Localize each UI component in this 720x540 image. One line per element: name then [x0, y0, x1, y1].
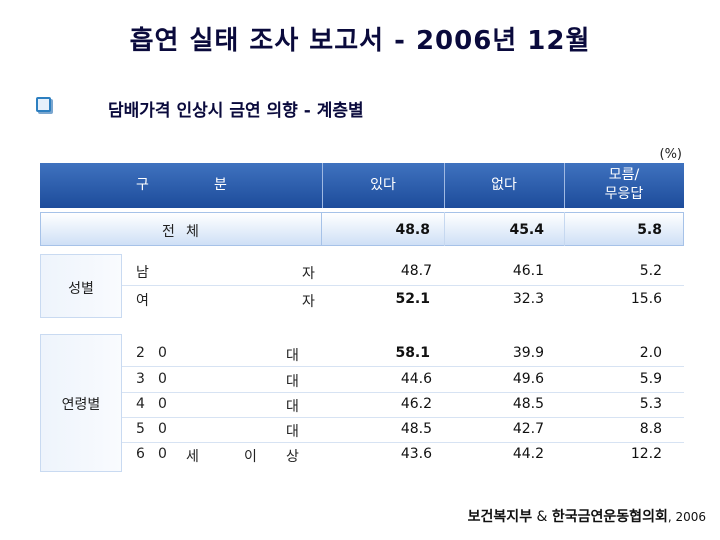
- header-unknown-line2: 무응답: [604, 186, 644, 202]
- header-unknown-line1: 모름/: [608, 167, 640, 183]
- gender-group-label: 성별: [68, 281, 94, 297]
- row-divider: [122, 442, 684, 443]
- age-row-20s-no: 39.9: [512, 345, 544, 361]
- age-row-60plus-no: 44.2: [512, 446, 544, 462]
- total-row-value-cells: [322, 212, 684, 246]
- row-divider: [122, 366, 684, 367]
- source-org1: 보건복지부: [467, 509, 533, 525]
- page-title: 흡연 실태 조사 보고서 - 2006년 12월: [129, 26, 591, 56]
- gender-row-male-yes: 48.7: [400, 263, 432, 279]
- age-row-60plus-suffix: 상: [286, 449, 299, 465]
- source-org2: 한국금연운동협의회: [551, 509, 668, 525]
- total-label-b: 체: [186, 224, 199, 240]
- total-yes: 48.8: [395, 222, 430, 238]
- table-header: [40, 163, 684, 208]
- age-row-60plus-unknown: 12.2: [630, 446, 662, 462]
- age-row-40s-yes: 46.2: [400, 396, 432, 412]
- header-bun: 분: [214, 177, 227, 193]
- total-divider: [444, 212, 445, 246]
- gender-row-female-yes: 52.1: [395, 291, 430, 307]
- gender-row-male-unknown: 5.2: [639, 263, 662, 279]
- age-row-40s-digit2: 0: [158, 396, 167, 412]
- row-divider: [122, 392, 684, 393]
- age-row-30s-yes: 44.6: [400, 371, 432, 387]
- age-row-50s-no: 42.7: [512, 421, 544, 437]
- age-row-40s-unknown: 5.3: [639, 396, 662, 412]
- age-row-50s-suffix: 대: [286, 424, 299, 440]
- age-group-cell: [40, 334, 122, 472]
- age-row-30s-no: 49.6: [512, 371, 544, 387]
- header-divider: [444, 163, 445, 208]
- age-row-30s-digit: 3: [136, 371, 145, 387]
- age-row-50s-unknown: 8.8: [639, 421, 662, 437]
- source-amp: &: [532, 509, 552, 525]
- unit-label: (%): [659, 147, 683, 162]
- age-row-30s-unknown: 5.9: [639, 371, 662, 387]
- age-row-60plus-digit: 6: [136, 446, 145, 462]
- gender-row-male-b: 자: [302, 266, 315, 282]
- age-group-label: 연령별: [61, 397, 101, 413]
- gender-row-male-no: 46.1: [512, 263, 544, 279]
- age-row-60plus-mid1: 세: [186, 449, 199, 465]
- age-row-30s-digit2: 0: [158, 371, 167, 387]
- age-row-40s-digit: 4: [136, 396, 145, 412]
- age-row-60plus-yes: 43.6: [400, 446, 432, 462]
- total-row-label-cell: [40, 212, 322, 246]
- gender-row-female-a: 여: [136, 293, 149, 309]
- total-no: 45.4: [509, 222, 544, 238]
- total-unknown: 5.8: [637, 222, 662, 238]
- age-row-50s-yes: 48.5: [400, 421, 432, 437]
- age-row-60plus-digit2: 0: [158, 446, 167, 462]
- header-divider: [322, 163, 323, 208]
- age-row-20s-unknown: 2.0: [639, 345, 662, 361]
- age-row-60plus-mid2: 이: [244, 449, 257, 465]
- total-divider: [564, 212, 565, 246]
- total-label-a: 전: [162, 224, 175, 240]
- header-divider: [564, 163, 565, 208]
- section-subtitle: 담배가격 인상시 금연 의향 - 계층별: [108, 101, 364, 121]
- source-year: , 2006: [667, 510, 706, 524]
- age-row-20s-digit: 2: [136, 345, 145, 361]
- age-row-50s-digit: 5: [136, 421, 145, 437]
- gender-row-male-a: 남: [136, 265, 149, 281]
- header-yes: 있다: [370, 177, 396, 193]
- gender-group-cell: [40, 254, 122, 318]
- header-gu: 구: [136, 177, 149, 193]
- age-row-20s-suffix: 대: [286, 348, 299, 364]
- age-row-50s-digit2: 0: [158, 421, 167, 437]
- header-no: 없다: [491, 177, 517, 193]
- gender-row-female-b: 자: [302, 294, 315, 310]
- source-credit: 보건복지부 & 한국금연운동협의회, 2006: [468, 506, 706, 526]
- age-row-40s-suffix: 대: [286, 399, 299, 415]
- bullet-square-icon: [36, 97, 51, 112]
- gender-row-female-no: 32.3: [512, 291, 544, 307]
- row-divider: [122, 417, 684, 418]
- row-divider: [122, 285, 684, 286]
- gender-row-female-unknown: 15.6: [630, 291, 662, 307]
- age-row-30s-suffix: 대: [286, 374, 299, 390]
- age-row-20s-digit2: 0: [158, 345, 167, 361]
- age-row-20s-yes: 58.1: [395, 345, 430, 361]
- age-row-40s-no: 48.5: [512, 396, 544, 412]
